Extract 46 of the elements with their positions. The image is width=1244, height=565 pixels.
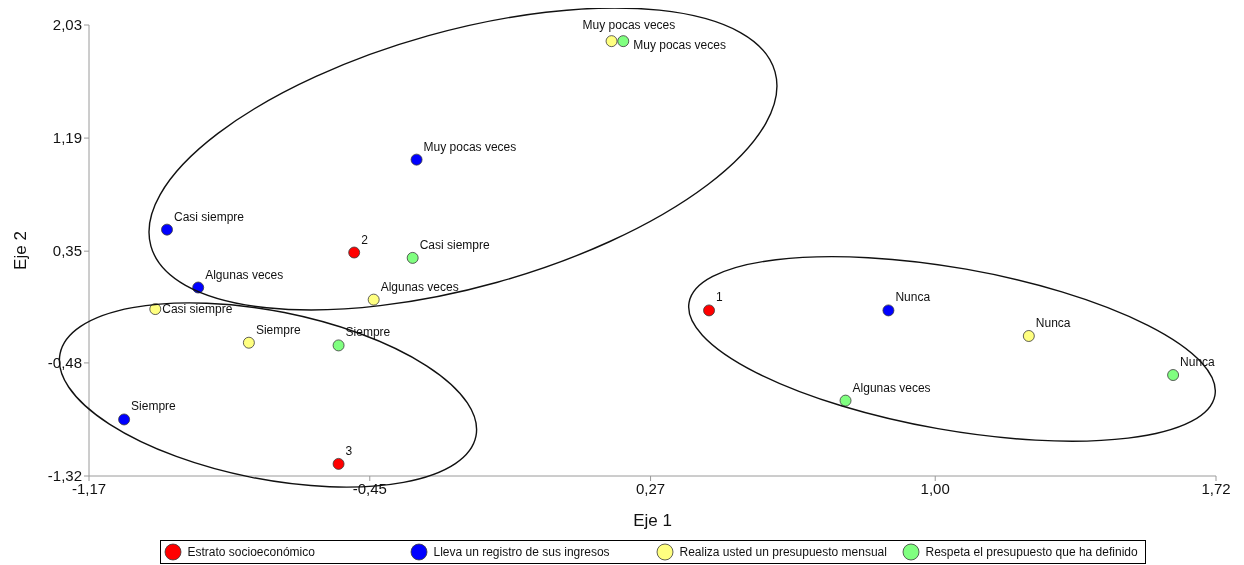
annotation: Muy pocas veces — [633, 38, 726, 53]
annotation: Siempre — [255, 322, 301, 337]
point — [149, 303, 162, 315]
point — [882, 304, 895, 317]
point — [406, 252, 419, 264]
point — [703, 304, 715, 317]
annotation: Algunas veces — [852, 380, 931, 395]
point — [348, 246, 361, 259]
x-tick-label: 0,27 — [635, 479, 666, 497]
point — [410, 153, 423, 166]
legend-label: Realiza usted un presupuesto mensual — [679, 545, 887, 559]
x-tick-label: 1,00 — [920, 479, 950, 497]
point — [367, 293, 380, 306]
point — [242, 336, 255, 349]
point — [1022, 330, 1035, 342]
annotation: 1 — [716, 290, 724, 305]
point — [617, 35, 630, 48]
annotation: Nunca — [1035, 315, 1071, 330]
annotation: Casi siempre — [419, 237, 491, 252]
legend-label: Respeta el presupuesto que ha definido — [925, 545, 1138, 559]
annotation: Nunca — [895, 290, 931, 305]
x-tick-label: 1,72 — [1201, 479, 1231, 497]
annotation: Algunas veces — [205, 267, 284, 282]
annotation: 2 — [361, 232, 369, 247]
legend-label: Estrato socioeconómico — [187, 545, 315, 559]
y-tick-label: -1,32 — [47, 467, 82, 485]
point — [1167, 369, 1179, 381]
point — [118, 413, 130, 426]
y-tick-label: 0,35 — [52, 242, 82, 260]
annotation: Muy pocas veces — [582, 18, 676, 33]
point — [332, 339, 345, 352]
point — [161, 223, 173, 236]
point — [332, 458, 345, 470]
annotation: 3 — [345, 443, 353, 458]
point — [605, 35, 618, 48]
point — [839, 394, 852, 407]
legend-label: Lleva un registro de sus ingresos — [433, 545, 610, 559]
y-tick-label: 1,19 — [52, 129, 82, 147]
annotation: Muy pocas veces — [423, 139, 517, 154]
annotation: Casi siempre — [162, 302, 233, 317]
x-axis-title: Eje 1 — [633, 511, 672, 530]
annotation: Siempre — [131, 399, 177, 414]
y-axis-title: Eje 2 — [11, 231, 31, 270]
y-tick-label: 2,03 — [52, 16, 82, 34]
annotation: Algunas veces — [380, 279, 459, 294]
annotation: Casi siempre — [173, 209, 245, 224]
